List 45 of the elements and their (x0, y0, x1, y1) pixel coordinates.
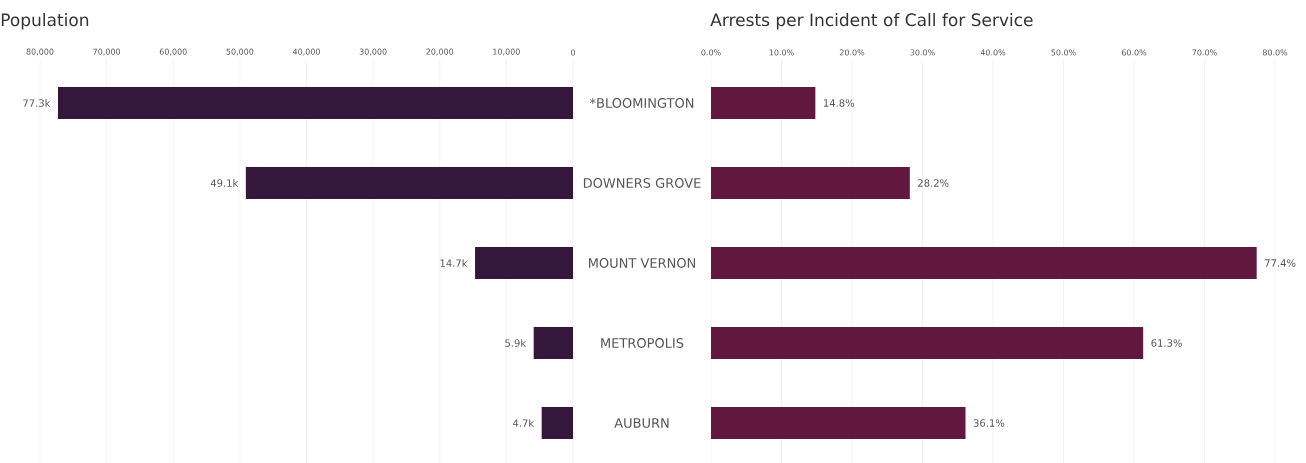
data-label: 28.2% (918, 179, 949, 187)
bar (475, 247, 573, 279)
y-tick-label: *BLOOMINGTON (589, 98, 694, 108)
bar (541, 407, 573, 439)
y-tick-label: METROPOLIS (601, 338, 684, 348)
x-tick-label: 50,000 (226, 48, 254, 56)
bar (57, 87, 573, 119)
x-tick-label: 30,000 (359, 48, 387, 56)
x-tick-label: 40,000 (292, 48, 320, 56)
bar (711, 87, 816, 119)
data-label: 14.8% (823, 99, 855, 107)
bar (711, 327, 1144, 360)
bar (245, 167, 573, 199)
bar (711, 167, 910, 199)
data-label: 5.9k (505, 339, 527, 347)
bar (711, 407, 966, 439)
bar (711, 247, 1257, 279)
x-tick-label: 50.0% (1051, 49, 1076, 56)
x-tick-label: 10,000 (493, 48, 520, 56)
data-label: 77.4% (1265, 259, 1296, 267)
x-tick-label: 80.0% (1262, 49, 1288, 56)
data-label: 61.3% (1151, 339, 1182, 347)
x-tick-label: 60,000 (159, 48, 187, 56)
y-tick-label: DOWNERS GROVE (583, 178, 701, 188)
data-label: 77.3k (23, 99, 51, 107)
x-tick-label: 20.0% (839, 49, 865, 56)
data-label: 4.7k (512, 419, 535, 427)
y-tick-label: AUBURN (614, 418, 669, 428)
data-label: 49.1k (210, 179, 239, 187)
data-label: 36.1% (973, 419, 1005, 427)
x-tick-label: 60.0% (1121, 49, 1147, 56)
data-label: 14.7k (440, 259, 468, 267)
x-tick-label: 70.0% (1192, 49, 1217, 56)
x-tick-label: 0 (570, 49, 576, 56)
y-tick-label: MOUNT VERNON (588, 258, 696, 268)
x-tick-label: 0.0% (701, 49, 721, 56)
x-tick-label: 30.0% (910, 49, 935, 56)
x-tick-label: 40.0% (980, 49, 1006, 56)
x-tick-label: 80,000 (26, 48, 54, 56)
bar (533, 327, 573, 360)
chart-title: Population (1, 13, 89, 30)
x-tick-label: 10.0% (769, 49, 794, 56)
x-tick-label: 70,000 (93, 48, 121, 56)
x-tick-label: 20,000 (426, 48, 454, 56)
chart-title: Arrests per Incident of Call for Service (710, 13, 1033, 30)
